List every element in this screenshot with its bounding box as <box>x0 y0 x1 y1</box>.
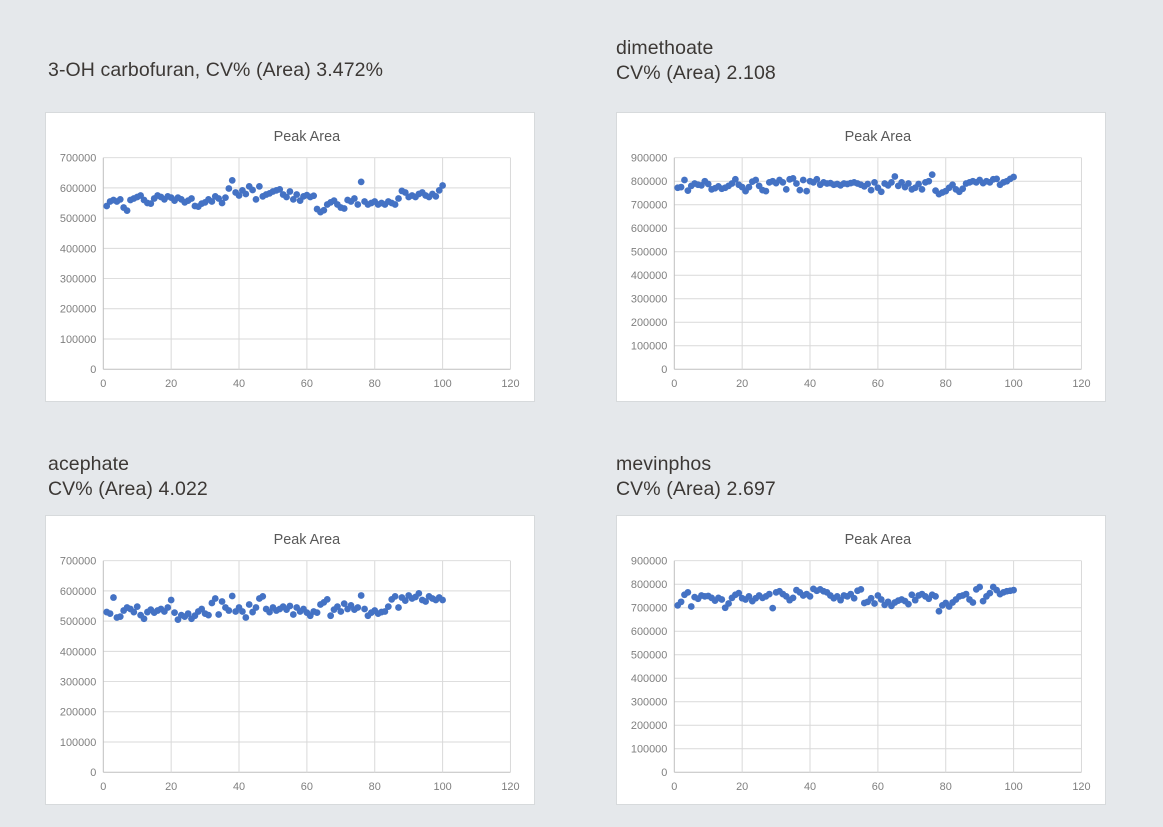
chart-caption-mevinphos: mevinphos CV% (Area) 2.697 <box>616 452 776 502</box>
svg-text:20: 20 <box>736 781 748 793</box>
svg-text:100: 100 <box>434 378 452 390</box>
svg-text:0: 0 <box>671 378 677 390</box>
svg-text:120: 120 <box>1072 378 1090 390</box>
svg-text:200000: 200000 <box>631 720 667 732</box>
svg-text:100000: 100000 <box>60 334 96 346</box>
caption-line: dimethoate <box>616 37 714 59</box>
scatter-chart-dimethoate: 0 100000 200000 300000 400000 500000 600000 700… <box>631 129 1091 390</box>
chart-caption-dimethoate: dimethoate CV% (Area) 2.108 <box>616 36 776 86</box>
svg-text:120: 120 <box>501 378 519 390</box>
svg-text:400000: 400000 <box>631 270 667 282</box>
caption-line: mevinphos <box>616 453 712 475</box>
svg-text:60: 60 <box>872 781 884 793</box>
svg-text:40: 40 <box>804 378 816 390</box>
svg-text:600000: 600000 <box>631 223 667 235</box>
svg-text:100: 100 <box>1005 781 1023 793</box>
svg-text:500000: 500000 <box>60 616 96 628</box>
svg-text:80: 80 <box>369 781 381 793</box>
svg-text:100: 100 <box>434 781 452 793</box>
svg-text:300000: 300000 <box>631 697 667 709</box>
svg-text:0: 0 <box>661 767 667 779</box>
svg-text:900000: 900000 <box>631 556 667 568</box>
svg-text:200000: 200000 <box>60 304 96 316</box>
svg-text:700000: 700000 <box>60 153 96 165</box>
svg-text:60: 60 <box>301 378 313 390</box>
chart-card-mevinphos[interactable]: 0 100000 200000 300000 400000 500000 600000 700… <box>616 515 1106 805</box>
svg-text:700000: 700000 <box>631 603 667 615</box>
svg-text:20: 20 <box>165 378 177 390</box>
svg-text:120: 120 <box>1072 781 1090 793</box>
svg-text:20: 20 <box>165 781 177 793</box>
svg-text:0: 0 <box>100 378 106 390</box>
svg-text:Peak Area: Peak Area <box>845 129 911 145</box>
svg-text:600000: 600000 <box>60 586 96 598</box>
svg-text:100000: 100000 <box>60 737 96 749</box>
svg-text:800000: 800000 <box>631 579 667 591</box>
svg-text:900000: 900000 <box>631 153 667 165</box>
svg-text:700000: 700000 <box>631 200 667 212</box>
scatter-chart-acephate: 0 100000 200000 300000 400000 500000 600000 700… <box>60 532 520 793</box>
svg-text:100: 100 <box>1005 378 1023 390</box>
caption-line: CV% (Area) 2.697 <box>616 478 776 500</box>
svg-text:700000: 700000 <box>60 556 96 568</box>
chart-caption-acephate: acephate CV% (Area) 4.022 <box>48 452 208 502</box>
svg-text:400000: 400000 <box>631 673 667 685</box>
svg-text:80: 80 <box>940 378 952 390</box>
caption-line: CV% (Area) 4.022 <box>48 478 208 500</box>
chart-card-acephate[interactable]: 0 100000 200000 300000 400000 500000 600000 700… <box>45 515 535 805</box>
svg-text:600000: 600000 <box>631 626 667 638</box>
scatter-chart-carbofuran: 0 100000 200000 300000 400000 500000 600000 700… <box>60 129 520 390</box>
svg-text:Peak Area: Peak Area <box>845 532 911 548</box>
svg-text:80: 80 <box>369 378 381 390</box>
svg-text:80: 80 <box>940 781 952 793</box>
svg-text:0: 0 <box>90 767 96 779</box>
scatter-chart-mevinphos: 0 100000 200000 300000 400000 500000 600000 700… <box>631 532 1091 793</box>
svg-text:300000: 300000 <box>631 294 667 306</box>
svg-text:200000: 200000 <box>631 317 667 329</box>
svg-text:20: 20 <box>736 378 748 390</box>
svg-text:120: 120 <box>501 781 519 793</box>
svg-text:300000: 300000 <box>60 274 96 286</box>
svg-text:300000: 300000 <box>60 677 96 689</box>
caption-line: 3-OH carbofuran, CV% (Area) 3.472% <box>48 59 384 81</box>
svg-text:800000: 800000 <box>631 176 667 188</box>
chart-card-carbofuran[interactable]: 0 100000 200000 300000 400000 500000 600000 700… <box>45 112 535 402</box>
svg-text:500000: 500000 <box>631 247 667 259</box>
svg-text:100000: 100000 <box>631 744 667 756</box>
svg-text:0: 0 <box>661 364 667 376</box>
svg-text:500000: 500000 <box>60 213 96 225</box>
caption-line: CV% (Area) 2.108 <box>616 62 776 84</box>
svg-text:40: 40 <box>804 781 816 793</box>
svg-text:Peak Area: Peak Area <box>274 532 340 548</box>
svg-text:60: 60 <box>872 378 884 390</box>
svg-text:0: 0 <box>671 781 677 793</box>
svg-text:60: 60 <box>301 781 313 793</box>
svg-text:500000: 500000 <box>631 650 667 662</box>
svg-text:600000: 600000 <box>60 183 96 195</box>
caption-line: acephate <box>48 453 130 475</box>
svg-text:Peak Area: Peak Area <box>274 129 340 145</box>
svg-text:0: 0 <box>90 364 96 376</box>
svg-text:100000: 100000 <box>631 341 667 353</box>
svg-text:200000: 200000 <box>60 707 96 719</box>
svg-text:40: 40 <box>233 378 245 390</box>
svg-text:400000: 400000 <box>60 243 96 255</box>
chart-caption-carbofuran: 3-OH carbofuran, CV% (Area) 3.472% <box>48 58 383 83</box>
svg-text:40: 40 <box>233 781 245 793</box>
svg-text:0: 0 <box>100 781 106 793</box>
chart-card-dimethoate[interactable]: 0 100000 200000 300000 400000 500000 600000 700… <box>616 112 1106 402</box>
svg-text:400000: 400000 <box>60 646 96 658</box>
